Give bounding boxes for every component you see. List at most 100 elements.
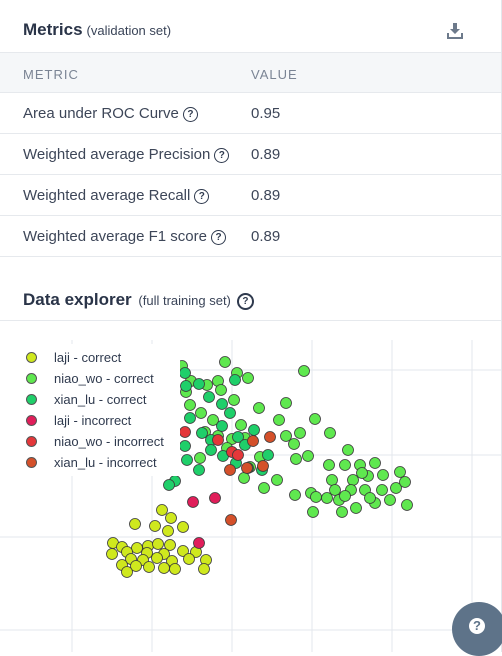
point-xian-lu-correct[interactable] (181, 454, 193, 466)
point-niao-wo-correct[interactable] (390, 482, 402, 494)
point-laji-incorrect[interactable] (187, 496, 199, 508)
point-xian-lu-correct[interactable] (248, 424, 260, 436)
point-xian-lu-correct[interactable] (216, 398, 228, 410)
point-laji-correct[interactable] (165, 512, 177, 524)
point-xian-lu-correct[interactable] (203, 391, 215, 403)
point-xian-lu-incorrect[interactable] (257, 460, 269, 472)
legend-item-niao-wo-correct[interactable]: niao_wo - correct (26, 369, 186, 389)
point-xian-lu-correct[interactable] (205, 444, 217, 456)
download-icon[interactable] (446, 22, 464, 40)
point-laji-incorrect[interactable] (193, 537, 205, 549)
point-xian-lu-correct[interactable] (184, 412, 196, 424)
point-niao-wo-correct[interactable] (273, 414, 285, 426)
point-laji-correct[interactable] (152, 538, 164, 550)
point-niao-wo-correct[interactable] (364, 492, 376, 504)
point-niao-wo-incorrect[interactable] (232, 449, 244, 461)
point-niao-wo-correct[interactable] (376, 484, 388, 496)
help-icon[interactable]: ? (182, 107, 198, 122)
point-laji-correct[interactable] (169, 563, 181, 575)
point-niao-wo-correct[interactable] (228, 394, 240, 406)
point-niao-wo-correct[interactable] (309, 413, 321, 425)
point-laji-correct[interactable] (121, 566, 133, 578)
point-niao-wo-correct[interactable] (302, 450, 314, 462)
point-xian-lu-correct[interactable] (262, 449, 274, 461)
point-laji-correct[interactable] (129, 518, 141, 530)
point-niao-wo-correct[interactable] (339, 459, 351, 471)
point-xian-lu-incorrect[interactable] (247, 435, 259, 447)
point-niao-wo-correct[interactable] (307, 506, 319, 518)
point-xian-lu-incorrect[interactable] (241, 462, 253, 474)
point-xian-lu-correct[interactable] (163, 479, 175, 491)
point-laji-correct[interactable] (183, 553, 195, 565)
point-xian-lu-incorrect[interactable] (225, 514, 237, 526)
point-niao-wo-correct[interactable] (329, 484, 341, 496)
point-laji-correct[interactable] (156, 504, 168, 516)
point-niao-wo-correct[interactable] (258, 482, 270, 494)
point-xian-lu-correct[interactable] (196, 427, 208, 439)
point-niao-wo-correct[interactable] (271, 474, 283, 486)
point-niao-wo-correct[interactable] (238, 472, 250, 484)
help-chat-button[interactable]: ? (452, 602, 502, 656)
legend-item-laji-correct[interactable]: laji - correct (26, 348, 186, 368)
point-niao-wo-correct[interactable] (399, 476, 411, 488)
point-niao-wo-correct[interactable] (235, 419, 247, 431)
point-niao-wo-correct[interactable] (195, 407, 207, 419)
point-niao-wo-correct[interactable] (310, 491, 322, 503)
point-xian-lu-incorrect[interactable] (264, 431, 276, 443)
point-laji-correct[interactable] (149, 520, 161, 532)
point-xian-lu-correct[interactable] (229, 374, 241, 386)
point-niao-wo-correct[interactable] (280, 430, 292, 442)
point-laji-correct[interactable] (131, 542, 143, 554)
point-niao-wo-correct[interactable] (326, 474, 338, 486)
point-niao-wo-correct[interactable] (339, 490, 351, 502)
help-icon[interactable]: ? (214, 148, 230, 163)
point-laji-correct[interactable] (162, 525, 174, 537)
point-xian-lu-correct[interactable] (193, 378, 205, 390)
point-laji-correct[interactable] (164, 539, 176, 551)
point-laji-correct[interactable] (177, 521, 189, 533)
point-laji-correct[interactable] (130, 560, 142, 572)
point-laji-correct[interactable] (151, 552, 163, 564)
point-niao-wo-correct[interactable] (290, 453, 302, 465)
legend-item-laji-incorrect[interactable]: laji - incorrect (26, 411, 186, 431)
legend-item-xian-lu-correct[interactable]: xian_lu - correct (26, 390, 186, 410)
point-niao-wo-correct[interactable] (242, 372, 254, 384)
point-niao-wo-correct[interactable] (215, 384, 227, 396)
point-xian-lu-correct[interactable] (216, 420, 228, 432)
point-niao-wo-correct[interactable] (324, 427, 336, 439)
point-niao-wo-correct[interactable] (253, 402, 265, 414)
data-explorer-scatter-plot[interactable] (0, 340, 501, 652)
help-icon[interactable]: ? (236, 293, 254, 310)
point-laji-correct[interactable] (158, 562, 170, 574)
point-laji-correct[interactable] (106, 548, 118, 560)
point-niao-wo-correct[interactable] (207, 414, 219, 426)
point-niao-wo-correct[interactable] (342, 444, 354, 456)
point-niao-wo-correct[interactable] (280, 397, 292, 409)
help-icon[interactable]: ? (194, 189, 210, 204)
point-xian-lu-correct[interactable] (232, 431, 244, 443)
point-niao-wo-correct[interactable] (356, 467, 368, 479)
point-niao-wo-correct[interactable] (321, 492, 333, 504)
point-niao-wo-correct[interactable] (394, 466, 406, 478)
point-laji-correct[interactable] (143, 561, 155, 573)
point-xian-lu-correct[interactable] (193, 464, 205, 476)
point-niao-wo-correct[interactable] (323, 459, 335, 471)
point-niao-wo-incorrect[interactable] (212, 434, 224, 446)
point-niao-wo-correct[interactable] (350, 502, 362, 514)
point-niao-wo-correct[interactable] (184, 399, 196, 411)
point-niao-wo-correct[interactable] (219, 356, 231, 368)
point-niao-wo-correct[interactable] (194, 452, 206, 464)
point-niao-wo-correct[interactable] (288, 438, 300, 450)
help-icon[interactable]: ? (211, 230, 226, 245)
point-xian-lu-correct[interactable] (224, 407, 236, 419)
point-laji-incorrect[interactable] (209, 492, 221, 504)
point-xian-lu-incorrect[interactable] (224, 464, 236, 476)
point-niao-wo-correct[interactable] (401, 499, 413, 511)
point-xian-lu-correct[interactable] (180, 380, 192, 392)
point-niao-wo-correct[interactable] (369, 457, 381, 469)
point-niao-wo-correct[interactable] (336, 506, 348, 518)
point-niao-wo-correct[interactable] (294, 427, 306, 439)
point-niao-wo-correct[interactable] (384, 494, 396, 506)
point-niao-wo-correct[interactable] (289, 489, 301, 501)
point-laji-correct[interactable] (177, 545, 189, 557)
